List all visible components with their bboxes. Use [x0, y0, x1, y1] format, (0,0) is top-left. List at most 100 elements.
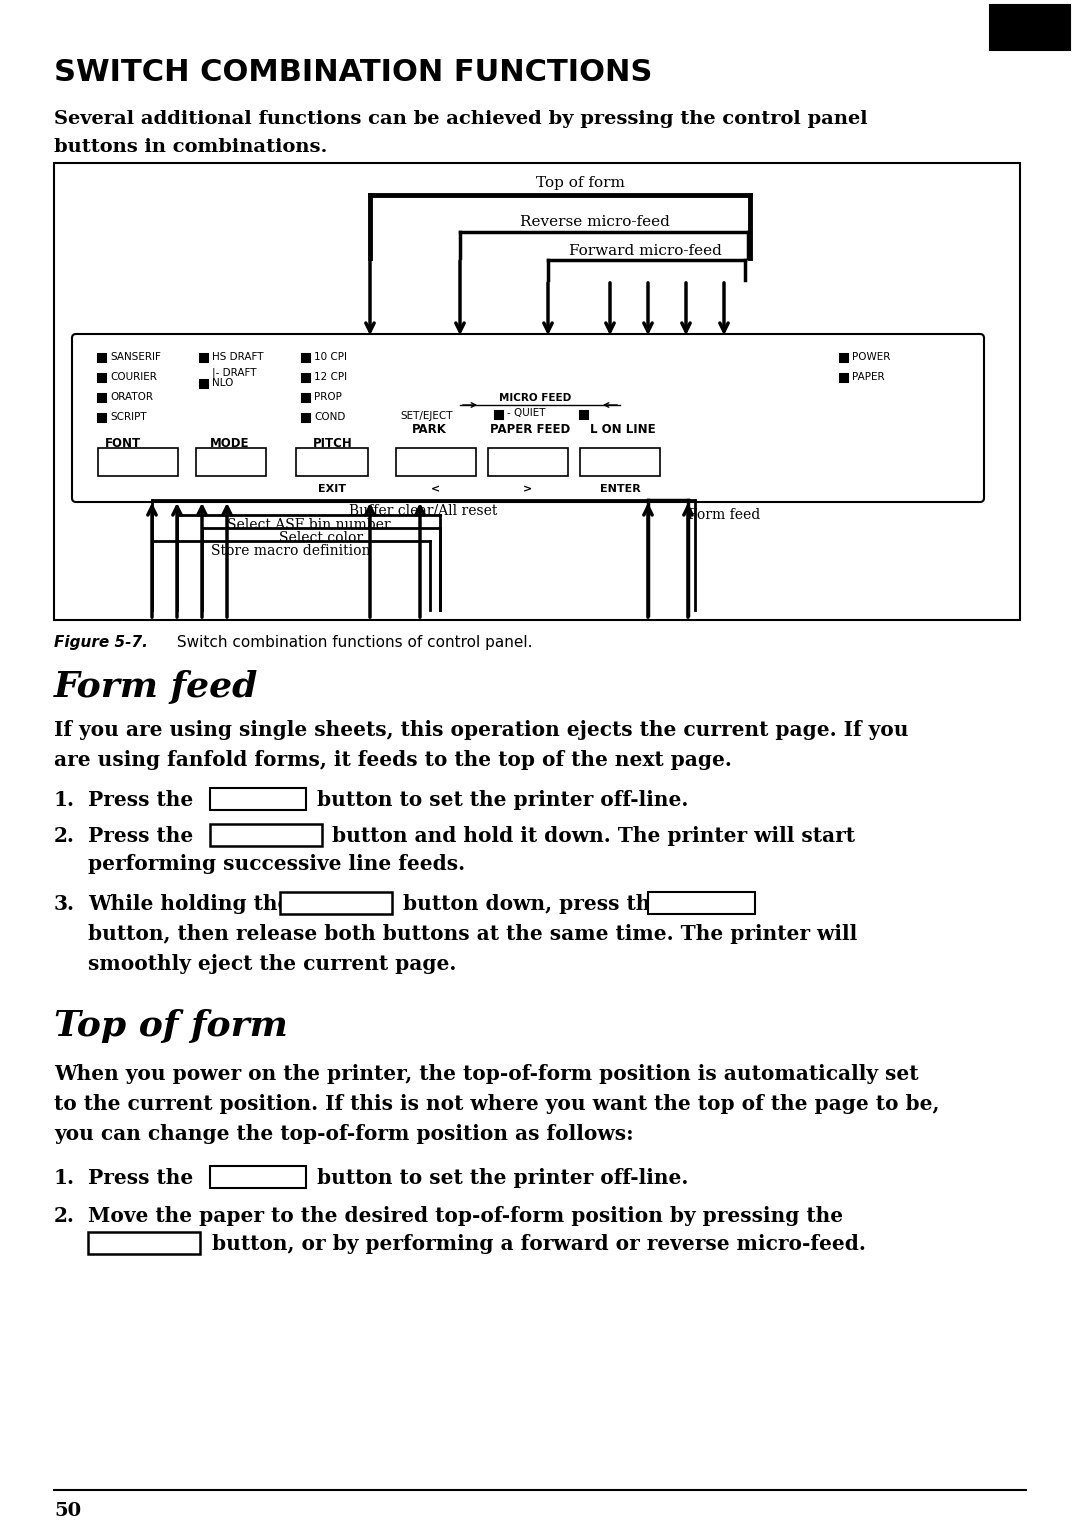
Bar — [210, 1167, 306, 1188]
Text: >: > — [524, 484, 532, 494]
Text: ENTER: ENTER — [599, 484, 640, 494]
Text: Buffer clear/All reset: Buffer clear/All reset — [349, 503, 498, 517]
Text: 10 CPI: 10 CPI — [314, 353, 347, 362]
Text: COND: COND — [314, 412, 346, 422]
Text: button, or by performing a forward or reverse micro-feed.: button, or by performing a forward or re… — [205, 1234, 866, 1254]
Text: PROP: PROP — [314, 392, 342, 402]
Text: HS DRAFT: HS DRAFT — [212, 353, 264, 362]
Text: ON LINE: ON LINE — [663, 894, 739, 912]
Text: When you power on the printer, the top-of-form position is automatically set: When you power on the printer, the top-o… — [54, 1064, 918, 1084]
Bar — [488, 448, 568, 477]
Bar — [396, 448, 476, 477]
Text: EXIT: EXIT — [318, 484, 346, 494]
Text: ORATOR: ORATOR — [110, 392, 153, 402]
Text: PITCH: PITCH — [313, 437, 353, 451]
Text: Press the: Press the — [87, 1168, 200, 1188]
Text: to the current position. If this is not where you want the top of the page to be: to the current position. If this is not … — [54, 1095, 940, 1114]
Bar — [98, 414, 106, 422]
Text: Top of form: Top of form — [536, 176, 624, 190]
Text: 1.: 1. — [54, 789, 75, 809]
Text: button, then release both buttons at the same time. The printer will: button, then release both buttons at the… — [87, 924, 858, 944]
Text: button down, press the: button down, press the — [396, 894, 671, 914]
Bar — [210, 825, 322, 846]
Bar — [840, 374, 848, 382]
Bar — [195, 448, 266, 477]
Text: Select ASF bin number: Select ASF bin number — [227, 518, 390, 532]
Text: you can change the top-of-form position as follows:: you can change the top-of-form position … — [54, 1124, 634, 1144]
Text: L ON LINE: L ON LINE — [590, 423, 656, 435]
Bar — [280, 892, 392, 914]
Bar — [840, 354, 848, 362]
Bar — [98, 448, 178, 477]
Text: PAPER FEED: PAPER FEED — [213, 826, 320, 843]
Bar — [495, 411, 503, 419]
Text: 3.: 3. — [54, 894, 75, 914]
Bar — [210, 788, 306, 809]
Text: smoothly eject the current page.: smoothly eject the current page. — [87, 954, 457, 973]
Text: |- DRAFT: |- DRAFT — [212, 366, 257, 377]
Text: 50: 50 — [54, 1502, 81, 1521]
Bar — [98, 354, 106, 362]
Text: 2.: 2. — [54, 1206, 75, 1226]
Text: Form feed: Form feed — [688, 507, 760, 523]
Text: NLO: NLO — [212, 379, 233, 388]
Text: 12 CPI: 12 CPI — [314, 373, 347, 382]
Text: Select color: Select color — [279, 530, 363, 546]
Text: Press the: Press the — [87, 789, 200, 809]
Bar — [54, 162, 1020, 619]
Text: Store macro definition: Store macro definition — [212, 544, 370, 558]
Bar — [98, 374, 106, 382]
Text: PAPER: PAPER — [852, 373, 885, 382]
Text: Forward micro-feed: Forward micro-feed — [568, 244, 721, 258]
Text: <: < — [431, 484, 441, 494]
Bar — [296, 448, 368, 477]
Text: PAPER FEED: PAPER FEED — [91, 1234, 198, 1251]
Text: SCRIPT: SCRIPT — [110, 412, 147, 422]
Bar — [302, 394, 310, 402]
Text: Top of form: Top of form — [54, 1009, 288, 1042]
Text: COURIER: COURIER — [110, 373, 157, 382]
Text: FONT: FONT — [105, 437, 141, 451]
Text: If you are using single sheets, this operation ejects the current page. If you: If you are using single sheets, this ope… — [54, 721, 908, 740]
Bar — [990, 5, 1070, 51]
Bar — [98, 394, 106, 402]
Text: SWITCH COMBINATION FUNCTIONS: SWITCH COMBINATION FUNCTIONS — [54, 58, 652, 87]
Text: button to set the printer off-line.: button to set the printer off-line. — [310, 1168, 688, 1188]
Text: Form feed: Form feed — [54, 670, 258, 704]
Text: MODE: MODE — [210, 437, 249, 451]
Text: SANSERIF: SANSERIF — [110, 353, 161, 362]
Text: Press the: Press the — [87, 826, 200, 846]
Bar — [200, 354, 208, 362]
Text: Switch combination functions of control panel.: Switch combination functions of control … — [172, 635, 532, 650]
Text: ON LINE: ON LINE — [220, 791, 295, 808]
Text: While holding the: While holding the — [87, 894, 297, 914]
Text: - QUIET: - QUIET — [507, 408, 545, 419]
Text: Move the paper to the desired top-of-form position by pressing the: Move the paper to the desired top-of-for… — [87, 1206, 843, 1226]
Text: button and hold it down. The printer will start: button and hold it down. The printer wil… — [325, 826, 855, 846]
Bar — [200, 380, 208, 388]
Text: buttons in combinations.: buttons in combinations. — [54, 138, 327, 156]
Text: 2.: 2. — [54, 826, 75, 846]
Text: Figure 5-7.: Figure 5-7. — [54, 635, 148, 650]
Text: performing successive line feeds.: performing successive line feeds. — [87, 854, 465, 874]
Text: PAPER FEED: PAPER FEED — [490, 423, 570, 435]
Bar — [302, 414, 310, 422]
Bar — [580, 448, 660, 477]
Text: POWER: POWER — [852, 353, 890, 362]
Bar — [302, 374, 310, 382]
Bar — [648, 892, 755, 914]
Bar — [580, 411, 588, 419]
Text: Several additional functions can be achieved by pressing the control panel: Several additional functions can be achi… — [54, 110, 867, 127]
Text: MICRO FEED: MICRO FEED — [499, 392, 571, 403]
FancyBboxPatch shape — [72, 334, 984, 501]
Text: SET/EJECT: SET/EJECT — [400, 411, 453, 422]
Text: ON LINE: ON LINE — [220, 1168, 295, 1185]
Bar — [87, 1233, 200, 1254]
Text: 1.: 1. — [54, 1168, 75, 1188]
Text: Reverse micro-feed: Reverse micro-feed — [521, 215, 670, 228]
Text: PARK: PARK — [411, 423, 447, 435]
Text: button to set the printer off-line.: button to set the printer off-line. — [310, 789, 688, 809]
Bar — [302, 354, 310, 362]
Text: are using fanfold forms, it feeds to the top of the next page.: are using fanfold forms, it feeds to the… — [54, 750, 732, 770]
Text: PAPER FEED: PAPER FEED — [282, 894, 390, 912]
